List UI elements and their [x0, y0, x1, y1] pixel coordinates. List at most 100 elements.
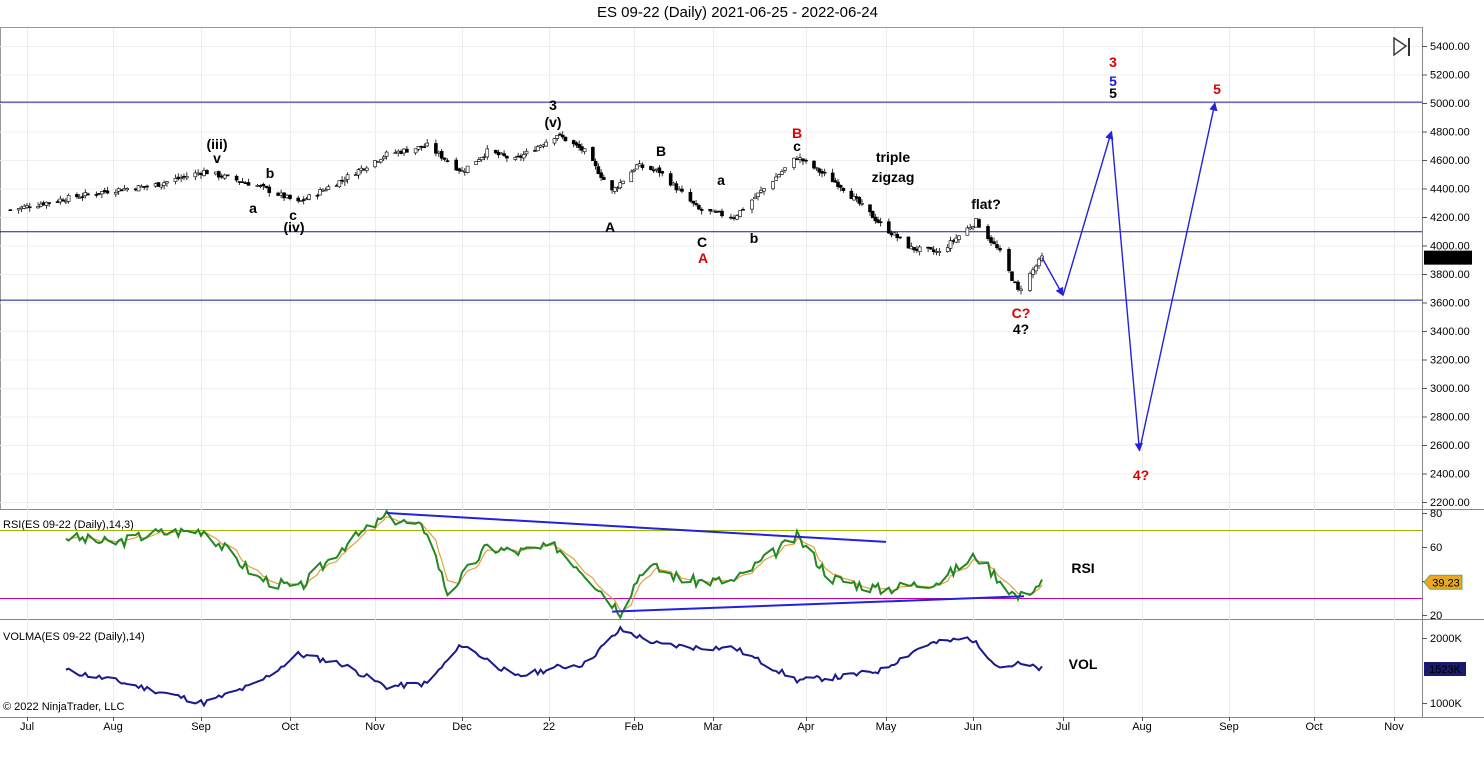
candle-body [502, 153, 506, 156]
candle-body [697, 205, 701, 210]
candle-body [563, 136, 568, 142]
candle-body [199, 173, 203, 176]
candle-body [261, 183, 266, 187]
candle-body [445, 160, 450, 162]
candle-body [756, 192, 760, 197]
candle-body [753, 196, 757, 199]
candle-body [777, 174, 781, 178]
candle-body [61, 199, 65, 202]
candle-body [895, 234, 900, 239]
last-price-marker [1424, 250, 1472, 265]
candle-body [582, 148, 587, 153]
candle-body [618, 182, 623, 189]
candle-body [381, 156, 386, 160]
candle-body [219, 175, 224, 178]
vol-last-marker [1424, 662, 1466, 677]
candle-body [691, 200, 696, 204]
candle-body [225, 174, 230, 177]
wave-label: 3 [549, 97, 557, 113]
rsi-label: RSI [1071, 560, 1094, 576]
vol-tick-label: 2000K [1430, 633, 1462, 645]
price-tick-label: 4000.00 [1430, 241, 1470, 253]
candle-body [992, 241, 996, 244]
wave-label: triple [876, 149, 910, 165]
month-tick-label: Feb [625, 721, 644, 733]
candle-body [989, 237, 993, 243]
candle-body [629, 171, 634, 183]
candle-body [345, 174, 350, 180]
projection-arrow [1138, 102, 1218, 451]
candle-body [555, 135, 560, 139]
candle-body [25, 205, 29, 208]
candle-body [977, 219, 981, 228]
candle-body [680, 188, 684, 192]
candle-body [632, 169, 636, 172]
candle-body [173, 178, 178, 182]
replay-icon [1393, 36, 1408, 57]
candle-body [323, 189, 328, 192]
candle-body [822, 171, 827, 174]
candle-body [738, 210, 742, 217]
month-tick-label: 22 [543, 721, 555, 733]
candle-body [1013, 281, 1017, 284]
candle-body [66, 195, 71, 202]
candle-body [912, 247, 916, 251]
candle-body [457, 168, 461, 172]
candle-body [399, 150, 403, 154]
candle-body [804, 159, 808, 162]
candle-body [255, 185, 260, 187]
candle-body [521, 154, 526, 159]
candle-body [396, 150, 401, 154]
candle-body [714, 211, 718, 213]
candle-body [384, 151, 389, 157]
candle-body [873, 216, 878, 222]
price-tick-label: 3200.00 [1430, 355, 1470, 367]
price-tick-label: 3800.00 [1430, 269, 1470, 281]
candle-body [792, 157, 796, 168]
month-tick-label: Oct [281, 721, 298, 733]
candle-body [119, 189, 124, 192]
candle-body [849, 190, 854, 199]
wave-label: b [266, 165, 275, 181]
price-tick-label: 3600.00 [1430, 298, 1470, 310]
candle-body [860, 203, 864, 205]
candle-body [434, 143, 438, 154]
price-tick-label: 4600.00 [1430, 155, 1470, 167]
candle-body [100, 191, 104, 195]
candle-body [193, 172, 198, 178]
candle-body [954, 237, 958, 243]
candle-body [185, 176, 189, 179]
candle-body [649, 166, 653, 170]
wave-label: a [717, 172, 725, 188]
candle-body [1037, 258, 1041, 267]
candle-body [202, 170, 206, 177]
candle-body [596, 166, 601, 174]
candle-body [558, 133, 562, 136]
candle-body [16, 208, 21, 211]
candle-body [577, 144, 581, 148]
month-tick-label: Apr [797, 721, 814, 733]
price-tick-label: 2400.00 [1430, 469, 1470, 481]
candle-body [535, 146, 540, 152]
candle-body [544, 141, 548, 147]
candle-body [688, 191, 693, 202]
candle-body [937, 251, 942, 253]
candle-body [8, 209, 13, 212]
candle-body [214, 171, 218, 175]
vol-line [65, 625, 1043, 708]
candle-body [593, 161, 598, 167]
candle-body [668, 173, 673, 186]
candle-body [315, 194, 320, 197]
candle-body [524, 150, 529, 155]
candle-body [735, 215, 739, 220]
candle-body [243, 182, 248, 185]
month-tick-label: Mar [704, 721, 723, 733]
month-tick-label: Jun [964, 721, 982, 733]
rsi-tick-label: 80 [1430, 508, 1442, 520]
candle-body [356, 169, 361, 176]
candle-body [474, 161, 478, 165]
copyright: © 2022 NinjaTrader, LLC [3, 701, 124, 713]
candle-body [814, 167, 819, 169]
candle-body [783, 167, 787, 171]
